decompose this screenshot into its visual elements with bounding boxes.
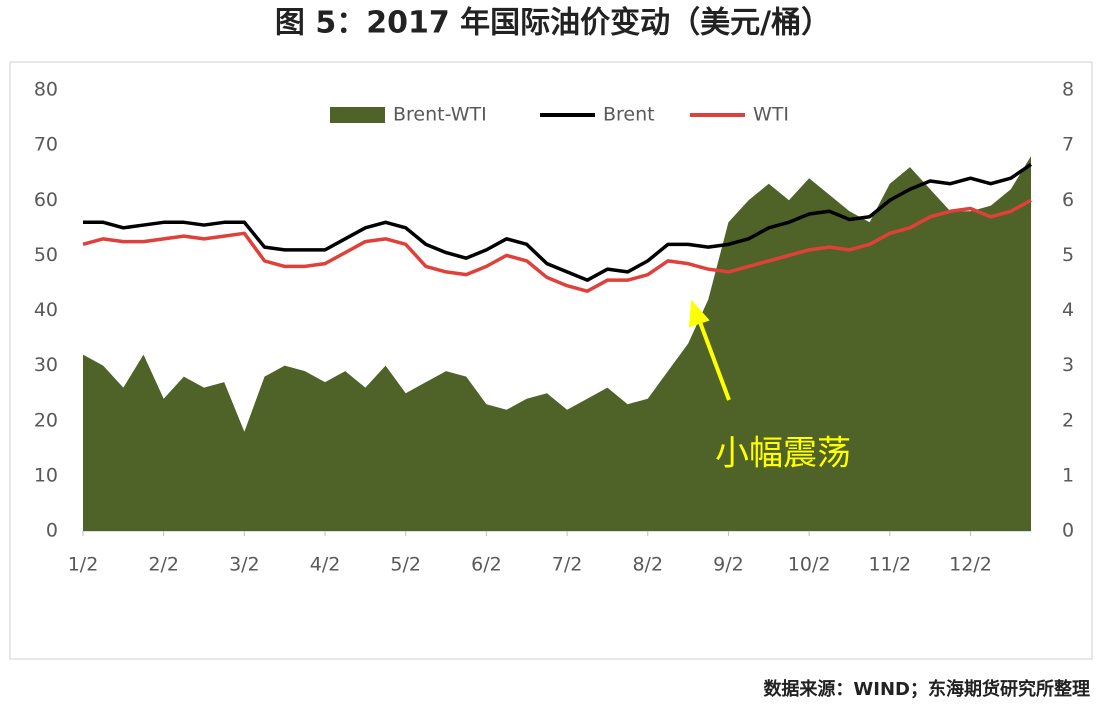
y-tick-label: 60 [34,189,58,211]
annotation: 小幅震荡 [715,434,851,474]
y-tick-label: 30 [34,354,58,376]
x-tick-label: 3/2 [229,554,260,576]
y-tick-label: 50 [34,244,58,266]
x-tick-label: 5/2 [390,554,421,576]
legend-label: WTI [753,104,789,126]
y2-tick-label: 4 [1062,299,1074,321]
y-tick-label: 40 [34,299,58,321]
y-tick-label: 0 [46,520,58,542]
y2-tick-label: 3 [1062,354,1074,376]
y-tick-label: 70 [34,134,58,156]
y2-tick-label: 5 [1062,244,1074,266]
y2-tick-label: 1 [1062,464,1074,486]
x-tick-label: 8/2 [632,554,663,576]
arrow-head [688,299,710,328]
legend-label: Brent [603,104,655,126]
chart-title: 图 5：2017 年国际油价变动（美元/桶） [275,6,831,41]
legend-label: Brent-WTI [393,104,487,126]
arrow [698,321,731,401]
y-tick-label: 80 [34,79,58,101]
legend-swatch [330,107,385,123]
x-tick-label: 6/2 [471,554,502,576]
x-tick-label: 7/2 [552,554,583,576]
y2-tick-label: 0 [1062,520,1074,542]
x-tick-label: 2/2 [148,554,179,576]
line [82,198,1032,293]
x-tick-label: 4/2 [310,554,341,576]
y2-tick-label: 2 [1062,409,1074,431]
y2-tick-label: 8 [1062,79,1074,101]
source: 数据来源：WIND；东海期货研究所整理 [763,678,1090,700]
x-tick-label: 12/2 [949,554,992,576]
y2-tick-label: 7 [1062,134,1074,156]
y-tick-label: 10 [34,464,58,486]
x-tick-label: 11/2 [868,554,911,576]
area [83,156,1031,531]
x-tick-label: 1/2 [68,554,99,576]
y-tick-label: 20 [34,409,58,431]
y2-tick-label: 6 [1062,189,1074,211]
x-tick-label: 9/2 [713,554,744,576]
line [83,162,1032,282]
x-tick-label: 10/2 [788,554,831,576]
